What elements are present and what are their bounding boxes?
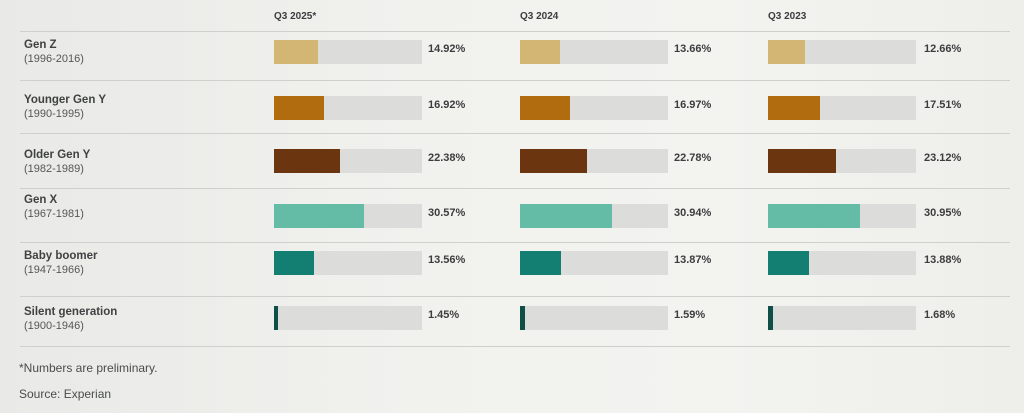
column-header-0: Q3 2025* bbox=[274, 11, 317, 22]
generation-name: Silent generation bbox=[24, 306, 118, 318]
bar-value-label: 16.97% bbox=[674, 99, 712, 111]
bar-value-label: 13.87% bbox=[674, 254, 712, 266]
bar-fill bbox=[520, 204, 612, 228]
bar-track bbox=[274, 306, 422, 330]
column-header-2: Q3 2023 bbox=[768, 11, 807, 22]
row-divider bbox=[20, 188, 1010, 189]
bar-fill bbox=[520, 149, 588, 173]
generation-label: Gen X (1967-1981) bbox=[24, 193, 84, 221]
bar-track bbox=[520, 149, 668, 173]
generation-label: Silent generation (1900-1946) bbox=[24, 305, 117, 333]
bar-value-label: 22.78% bbox=[674, 152, 712, 164]
bar-track bbox=[274, 96, 422, 120]
generation-years: (1990-1995) bbox=[24, 108, 84, 120]
bar-track bbox=[520, 96, 668, 120]
source-note: Source: Experian bbox=[19, 387, 112, 401]
bar-track bbox=[768, 204, 916, 228]
bar-track bbox=[520, 306, 668, 330]
bar-fill bbox=[274, 204, 365, 228]
bar-track bbox=[768, 40, 916, 64]
bar-track bbox=[520, 251, 668, 275]
bar-track bbox=[520, 40, 668, 64]
bar-value-label: 13.88% bbox=[924, 254, 962, 266]
bar-value-label: 30.95% bbox=[924, 207, 962, 219]
row-divider bbox=[20, 296, 1010, 297]
bar-track bbox=[768, 149, 916, 173]
bar-fill bbox=[274, 96, 325, 120]
footnote: *Numbers are preliminary. bbox=[19, 361, 158, 375]
bar-value-label: 30.57% bbox=[428, 207, 466, 219]
generation-name: Gen X bbox=[24, 194, 58, 206]
generation-years: (1982-1989) bbox=[24, 163, 84, 175]
bar-fill bbox=[768, 96, 820, 120]
bar-value-label: 23.12% bbox=[924, 152, 962, 164]
generation-name: Older Gen Y bbox=[24, 149, 91, 161]
generation-label: Baby boomer (1947-1966) bbox=[24, 249, 98, 277]
bar-track bbox=[520, 204, 668, 228]
bar-fill bbox=[768, 204, 860, 228]
bar-fill bbox=[768, 40, 806, 64]
bar-value-label: 1.45% bbox=[428, 309, 460, 321]
bar-fill bbox=[520, 40, 561, 64]
bar-value-label: 12.66% bbox=[924, 43, 962, 55]
column-header-1: Q3 2024 bbox=[520, 11, 559, 22]
bar-fill bbox=[274, 149, 341, 173]
bar-fill bbox=[274, 40, 319, 64]
generation-years: (1947-1966) bbox=[24, 264, 84, 276]
bar-fill bbox=[274, 306, 279, 330]
row-divider bbox=[20, 80, 1010, 81]
bar-value-label: 17.51% bbox=[924, 99, 962, 111]
row-divider bbox=[20, 346, 1010, 347]
bar-fill bbox=[520, 306, 525, 330]
generation-name: Gen Z bbox=[24, 39, 57, 51]
bar-value-label: 1.59% bbox=[674, 309, 706, 321]
bar-value-label: 16.92% bbox=[428, 99, 466, 111]
bar-fill bbox=[274, 251, 315, 275]
generation-label: Older Gen Y (1982-1989) bbox=[24, 148, 90, 176]
bar-value-label: 30.94% bbox=[674, 207, 712, 219]
generation-name: Younger Gen Y bbox=[24, 94, 107, 106]
bar-value-label: 13.56% bbox=[428, 254, 466, 266]
row-divider bbox=[20, 133, 1010, 134]
bar-fill bbox=[520, 96, 571, 120]
bar-track bbox=[768, 306, 916, 330]
bar-value-label: 14.92% bbox=[428, 43, 466, 55]
generation-years: (1996-2016) bbox=[24, 53, 84, 65]
bar-track bbox=[274, 251, 422, 275]
bar-fill bbox=[768, 149, 837, 173]
generation-years: (1967-1981) bbox=[24, 208, 84, 220]
bar-fill bbox=[768, 251, 810, 275]
bar-value-label: 1.68% bbox=[924, 309, 956, 321]
bar-track bbox=[768, 251, 916, 275]
bar-track bbox=[274, 149, 422, 173]
generation-label: Younger Gen Y (1990-1995) bbox=[24, 93, 106, 121]
bar-track bbox=[274, 40, 422, 64]
row-divider bbox=[20, 242, 1010, 243]
row-divider bbox=[20, 31, 1010, 32]
generation-name: Baby boomer bbox=[24, 250, 98, 262]
bar-track bbox=[274, 204, 422, 228]
generation-label: Gen Z (1996-2016) bbox=[24, 38, 84, 66]
bar-track bbox=[768, 96, 916, 120]
bar-value-label: 13.66% bbox=[674, 43, 712, 55]
generation-years: (1900-1946) bbox=[24, 320, 84, 332]
bar-fill bbox=[520, 251, 562, 275]
bar-value-label: 22.38% bbox=[428, 152, 466, 164]
bar-fill bbox=[768, 306, 773, 330]
